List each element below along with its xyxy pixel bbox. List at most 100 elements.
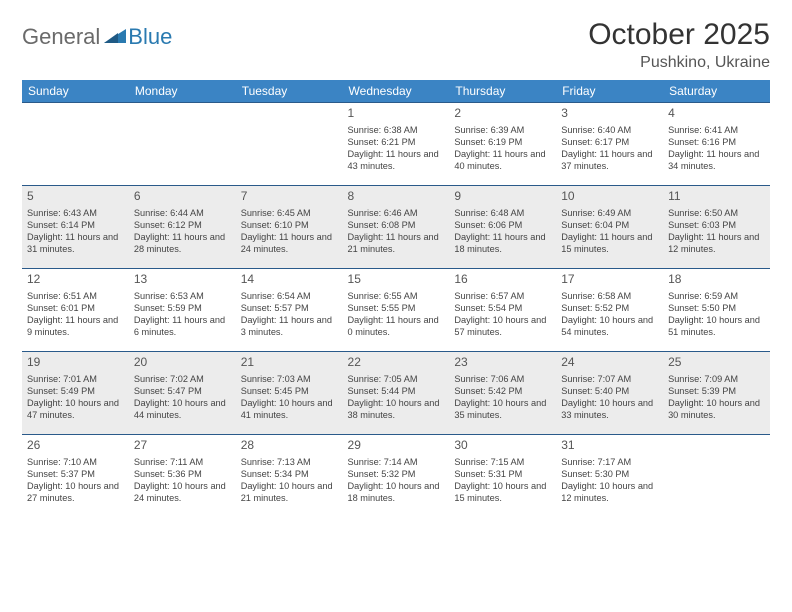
sunrise-text: Sunrise: 7:17 AM: [561, 456, 658, 468]
day-number: 8: [348, 189, 445, 205]
day-cell: [236, 103, 343, 186]
sunset-text: Sunset: 5:49 PM: [27, 385, 124, 397]
day-cell: [663, 435, 770, 518]
sunrise-text: Sunrise: 7:10 AM: [27, 456, 124, 468]
day-number: 27: [134, 438, 231, 454]
day-cell: 8Sunrise: 6:46 AMSunset: 6:08 PMDaylight…: [343, 186, 450, 269]
sunrise-text: Sunrise: 6:40 AM: [561, 124, 658, 136]
sunrise-text: Sunrise: 6:50 AM: [668, 207, 765, 219]
sunrise-text: Sunrise: 6:44 AM: [134, 207, 231, 219]
week-row: 1Sunrise: 6:38 AMSunset: 6:21 PMDaylight…: [22, 103, 770, 186]
day-cell: 26Sunrise: 7:10 AMSunset: 5:37 PMDayligh…: [22, 435, 129, 518]
header: General Blue October 2025 Pushkino, Ukra…: [22, 18, 770, 72]
day-number: 31: [561, 438, 658, 454]
day-cell: 11Sunrise: 6:50 AMSunset: 6:03 PMDayligh…: [663, 186, 770, 269]
daylight-text: Daylight: 11 hours and 43 minutes.: [348, 148, 445, 172]
sunrise-text: Sunrise: 7:15 AM: [454, 456, 551, 468]
day-cell: 21Sunrise: 7:03 AMSunset: 5:45 PMDayligh…: [236, 352, 343, 435]
daylight-text: Daylight: 10 hours and 44 minutes.: [134, 397, 231, 421]
sunrise-text: Sunrise: 7:14 AM: [348, 456, 445, 468]
day-number: 29: [348, 438, 445, 454]
sunset-text: Sunset: 6:01 PM: [27, 302, 124, 314]
daylight-text: Daylight: 11 hours and 9 minutes.: [27, 314, 124, 338]
day-number: 21: [241, 355, 338, 371]
day-cell: 3Sunrise: 6:40 AMSunset: 6:17 PMDaylight…: [556, 103, 663, 186]
week-row: 5Sunrise: 6:43 AMSunset: 6:14 PMDaylight…: [22, 186, 770, 269]
sunset-text: Sunset: 5:59 PM: [134, 302, 231, 314]
logo: General Blue: [22, 24, 172, 50]
sunset-text: Sunset: 5:52 PM: [561, 302, 658, 314]
sunrise-text: Sunrise: 6:55 AM: [348, 290, 445, 302]
day-number: 6: [134, 189, 231, 205]
sunset-text: Sunset: 6:14 PM: [27, 219, 124, 231]
daylight-text: Daylight: 10 hours and 41 minutes.: [241, 397, 338, 421]
daylight-text: Daylight: 11 hours and 15 minutes.: [561, 231, 658, 255]
sunset-text: Sunset: 5:47 PM: [134, 385, 231, 397]
sunrise-text: Sunrise: 7:01 AM: [27, 373, 124, 385]
day-cell: 29Sunrise: 7:14 AMSunset: 5:32 PMDayligh…: [343, 435, 450, 518]
daylight-text: Daylight: 11 hours and 12 minutes.: [668, 231, 765, 255]
day-number: 18: [668, 272, 765, 288]
day-cell: 14Sunrise: 6:54 AMSunset: 5:57 PMDayligh…: [236, 269, 343, 352]
sunset-text: Sunset: 6:03 PM: [668, 219, 765, 231]
daylight-text: Daylight: 10 hours and 35 minutes.: [454, 397, 551, 421]
sunset-text: Sunset: 6:21 PM: [348, 136, 445, 148]
sunrise-text: Sunrise: 7:06 AM: [454, 373, 551, 385]
daylight-text: Daylight: 11 hours and 31 minutes.: [27, 231, 124, 255]
day-number: 24: [561, 355, 658, 371]
day-header: Friday: [556, 80, 663, 103]
daylight-text: Daylight: 10 hours and 54 minutes.: [561, 314, 658, 338]
day-number: 5: [27, 189, 124, 205]
sunset-text: Sunset: 5:54 PM: [454, 302, 551, 314]
daylight-text: Daylight: 11 hours and 3 minutes.: [241, 314, 338, 338]
sunrise-text: Sunrise: 6:39 AM: [454, 124, 551, 136]
day-number: 12: [27, 272, 124, 288]
sunset-text: Sunset: 6:04 PM: [561, 219, 658, 231]
sunset-text: Sunset: 5:50 PM: [668, 302, 765, 314]
sunrise-text: Sunrise: 6:58 AM: [561, 290, 658, 302]
day-cell: [129, 103, 236, 186]
day-cell: 22Sunrise: 7:05 AMSunset: 5:44 PMDayligh…: [343, 352, 450, 435]
daylight-text: Daylight: 11 hours and 18 minutes.: [454, 231, 551, 255]
day-header: Monday: [129, 80, 236, 103]
daylight-text: Daylight: 10 hours and 47 minutes.: [27, 397, 124, 421]
sunset-text: Sunset: 6:16 PM: [668, 136, 765, 148]
day-cell: 20Sunrise: 7:02 AMSunset: 5:47 PMDayligh…: [129, 352, 236, 435]
day-number: 25: [668, 355, 765, 371]
sunrise-text: Sunrise: 6:41 AM: [668, 124, 765, 136]
day-number: 15: [348, 272, 445, 288]
location: Pushkino, Ukraine: [588, 54, 770, 72]
daylight-text: Daylight: 11 hours and 24 minutes.: [241, 231, 338, 255]
logo-text-general: General: [22, 24, 100, 50]
day-cell: 24Sunrise: 7:07 AMSunset: 5:40 PMDayligh…: [556, 352, 663, 435]
day-cell: 23Sunrise: 7:06 AMSunset: 5:42 PMDayligh…: [449, 352, 556, 435]
day-cell: 18Sunrise: 6:59 AMSunset: 5:50 PMDayligh…: [663, 269, 770, 352]
daylight-text: Daylight: 10 hours and 24 minutes.: [134, 480, 231, 504]
day-cell: [22, 103, 129, 186]
day-cell: 6Sunrise: 6:44 AMSunset: 6:12 PMDaylight…: [129, 186, 236, 269]
day-number: 13: [134, 272, 231, 288]
day-cell: 16Sunrise: 6:57 AMSunset: 5:54 PMDayligh…: [449, 269, 556, 352]
sunset-text: Sunset: 6:19 PM: [454, 136, 551, 148]
sunset-text: Sunset: 5:45 PM: [241, 385, 338, 397]
sunrise-text: Sunrise: 6:46 AM: [348, 207, 445, 219]
daylight-text: Daylight: 11 hours and 40 minutes.: [454, 148, 551, 172]
day-number: 23: [454, 355, 551, 371]
day-cell: 17Sunrise: 6:58 AMSunset: 5:52 PMDayligh…: [556, 269, 663, 352]
day-cell: 1Sunrise: 6:38 AMSunset: 6:21 PMDaylight…: [343, 103, 450, 186]
day-number: 26: [27, 438, 124, 454]
daylight-text: Daylight: 10 hours and 38 minutes.: [348, 397, 445, 421]
day-cell: 31Sunrise: 7:17 AMSunset: 5:30 PMDayligh…: [556, 435, 663, 518]
daylight-text: Daylight: 11 hours and 21 minutes.: [348, 231, 445, 255]
week-row: 19Sunrise: 7:01 AMSunset: 5:49 PMDayligh…: [22, 352, 770, 435]
sunset-text: Sunset: 5:31 PM: [454, 468, 551, 480]
day-cell: 27Sunrise: 7:11 AMSunset: 5:36 PMDayligh…: [129, 435, 236, 518]
daylight-text: Daylight: 10 hours and 30 minutes.: [668, 397, 765, 421]
day-number: 10: [561, 189, 658, 205]
day-cell: 30Sunrise: 7:15 AMSunset: 5:31 PMDayligh…: [449, 435, 556, 518]
daylight-text: Daylight: 11 hours and 0 minutes.: [348, 314, 445, 338]
daylight-text: Daylight: 11 hours and 37 minutes.: [561, 148, 658, 172]
sunrise-text: Sunrise: 7:07 AM: [561, 373, 658, 385]
day-cell: 28Sunrise: 7:13 AMSunset: 5:34 PMDayligh…: [236, 435, 343, 518]
daylight-text: Daylight: 11 hours and 28 minutes.: [134, 231, 231, 255]
